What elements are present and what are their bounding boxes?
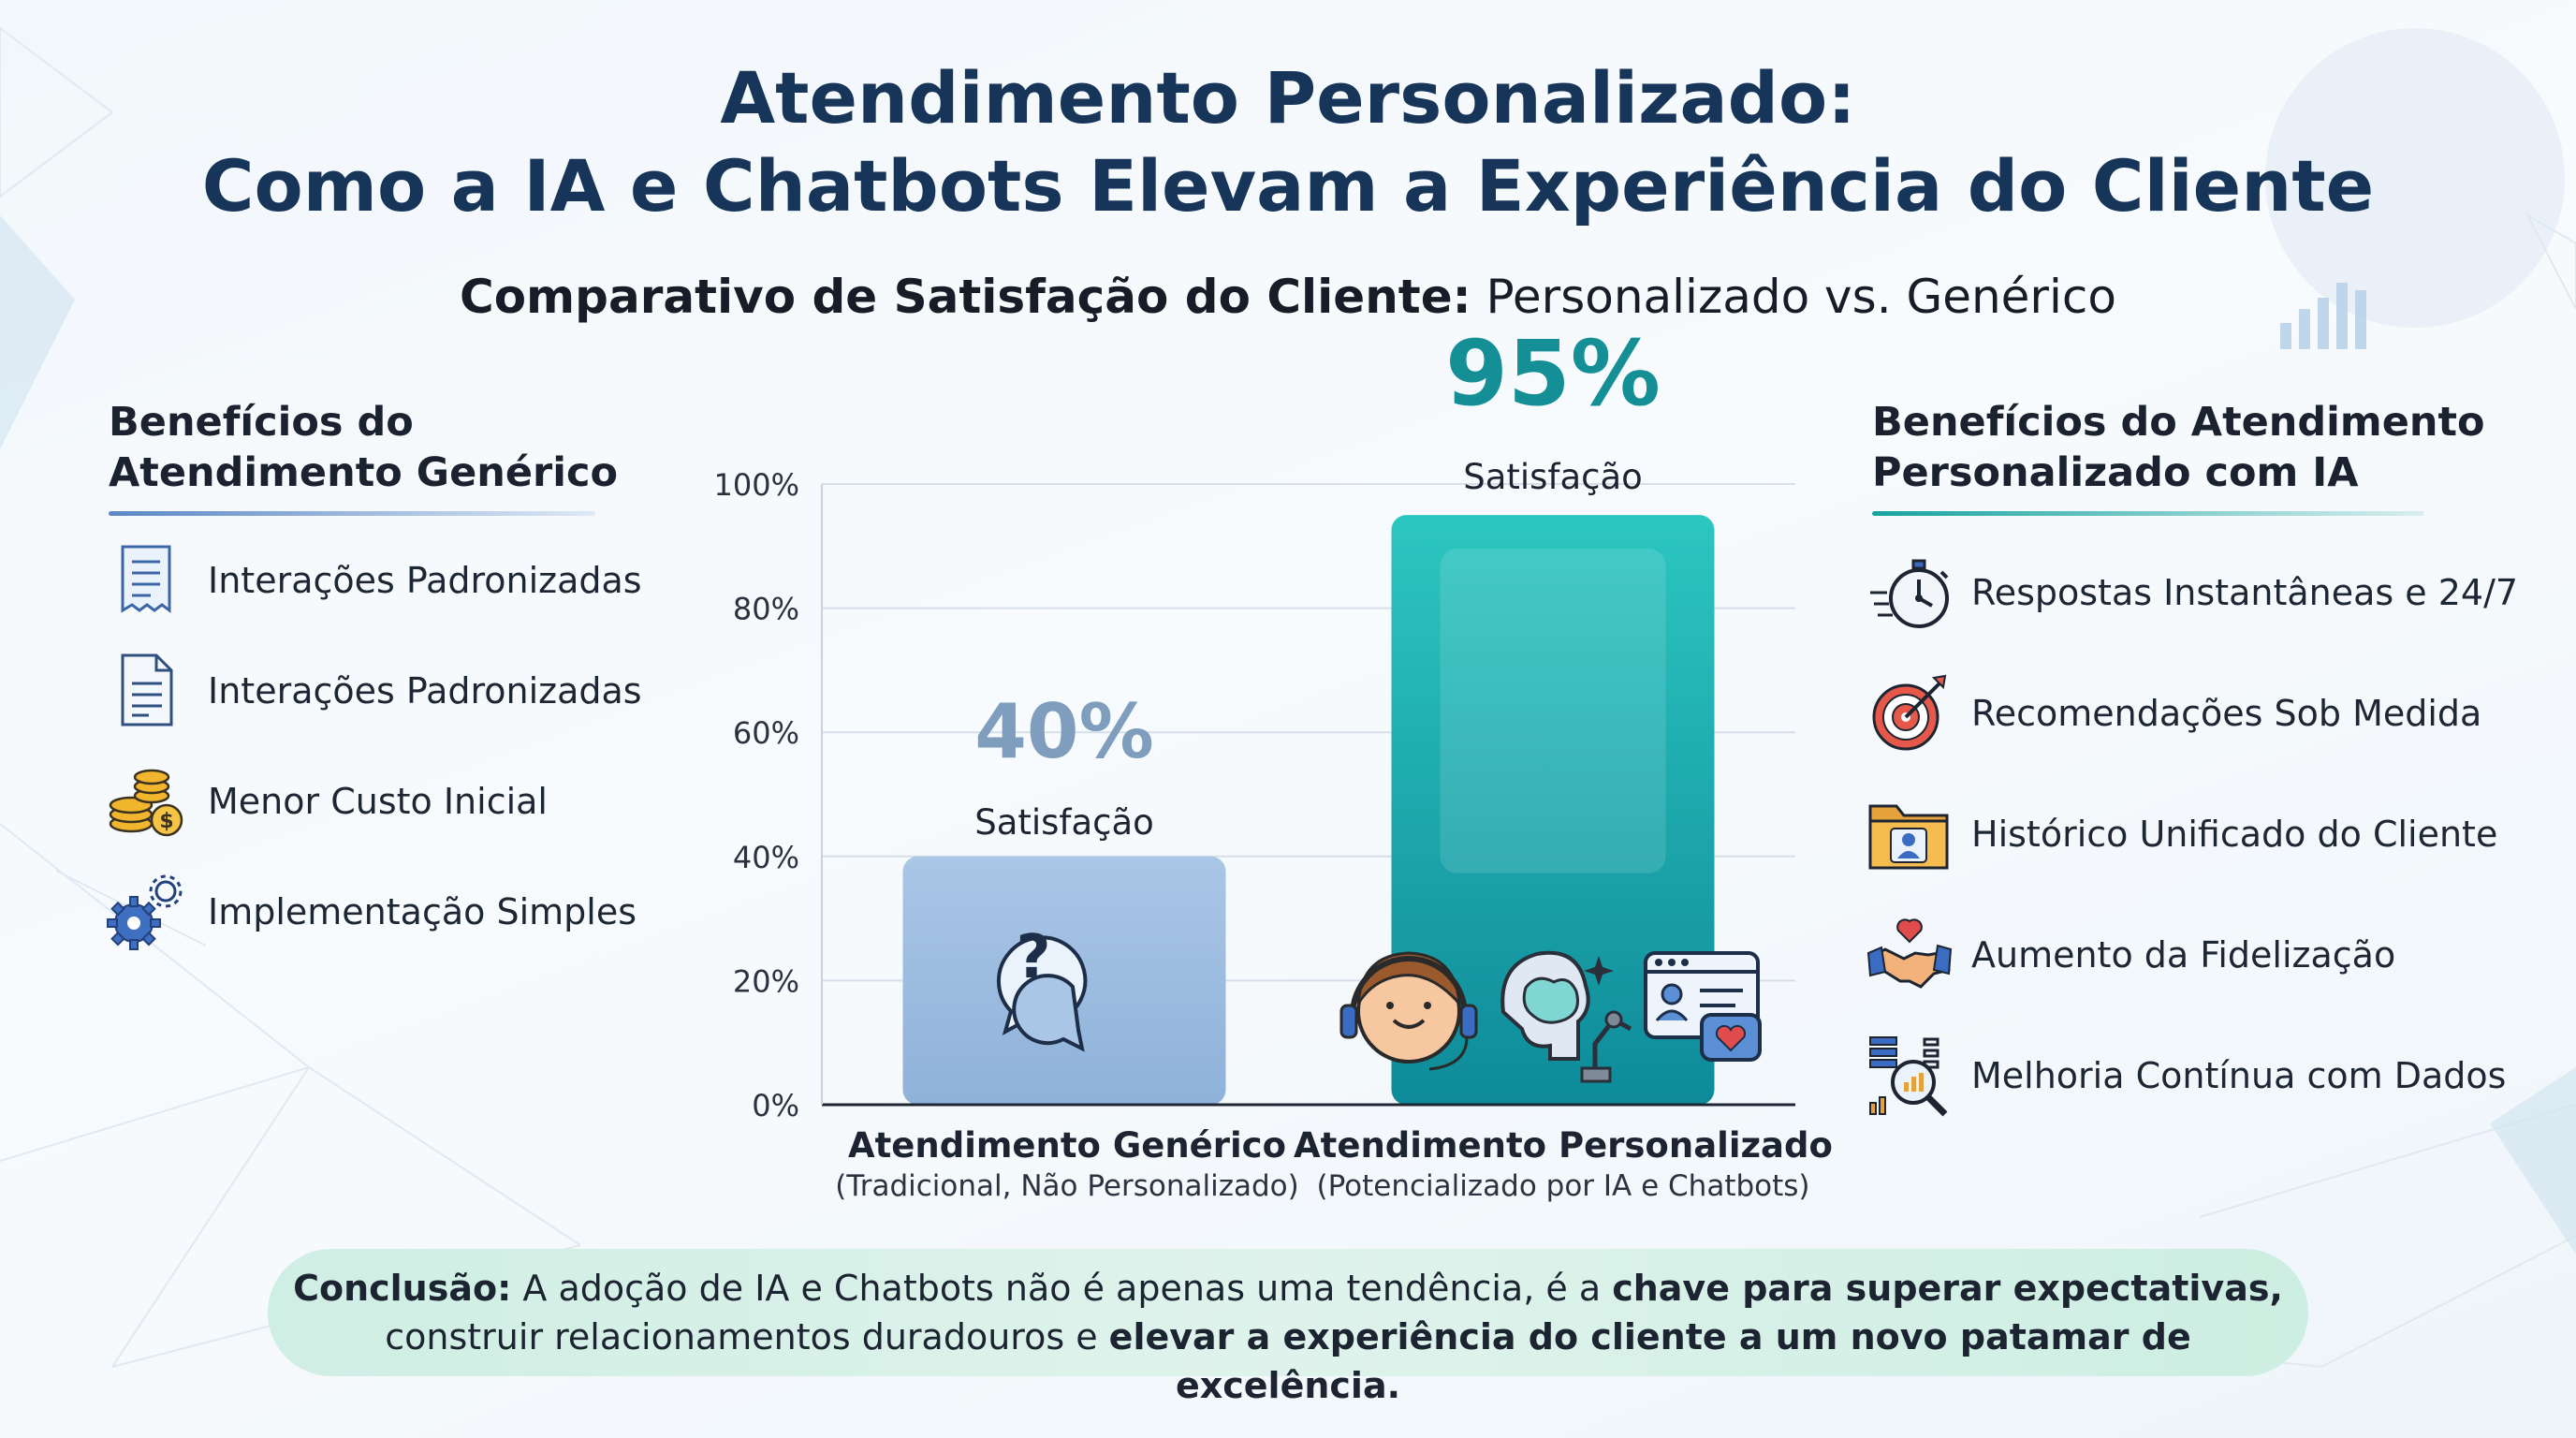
coins-icon: $ xyxy=(103,759,189,844)
right-list-item-label: Respostas Instantâneas e 24/7 xyxy=(1971,572,2519,613)
bar-value-caption: Satisfação xyxy=(1463,457,1643,497)
bar-value-caption: Satisfação xyxy=(974,802,1154,843)
title-line-1: Atendimento Personalizado: xyxy=(720,56,1856,139)
category-label-sub: (Tradicional, Não Personalizado) xyxy=(835,1169,1299,1203)
y-tick-label: 80% xyxy=(733,592,799,627)
left-list-item: Interações Padronizadas xyxy=(103,649,642,733)
right-list-item: Histórico Unificado do Cliente xyxy=(1866,792,2497,876)
ai-brain-robot-arm-icon xyxy=(1500,950,1632,1083)
data-analysis-icon xyxy=(1866,1034,1953,1118)
left-list-item: Interações Padronizadas xyxy=(103,538,642,623)
category-label-main: Atendimento Personalizado xyxy=(1294,1125,1833,1166)
subtitle-rest: Personalizado vs. Genérico xyxy=(1471,270,2116,324)
left-list-item: Implementação Simples xyxy=(103,870,637,954)
folder-user-icon xyxy=(1866,792,1953,876)
bar-highlight xyxy=(1440,549,1666,873)
category-label-generic: Atendimento Genérico (Tradicional, Não P… xyxy=(777,1125,1357,1203)
left-list-item-label: Interações Padronizadas xyxy=(208,560,642,601)
left-list-item-label: Implementação Simples xyxy=(208,891,637,932)
category-label-main: Atendimento Genérico xyxy=(847,1125,1287,1166)
chat-interface-heart-icon xyxy=(1644,951,1762,1062)
right-panel-title-line-2: Personalizado com IA xyxy=(1872,449,2359,496)
category-label-personalized: Atendimento Personalizado (Potencializad… xyxy=(1268,1125,1858,1203)
left-panel-divider xyxy=(109,511,595,516)
handshake-heart-icon xyxy=(1866,913,1953,997)
document-icon xyxy=(103,538,189,623)
conclusion-line-2: construir relacionamentos duradouros e e… xyxy=(268,1313,2308,1410)
svg-text:?: ? xyxy=(1016,923,1050,992)
right-list-item: Aumento da Fidelização xyxy=(1866,913,2395,997)
category-label-sub: (Potencializado por IA e Chatbots) xyxy=(1316,1169,1810,1203)
y-tick-label: 20% xyxy=(733,963,799,999)
target-icon xyxy=(1866,671,1953,756)
right-list-item: Respostas Instantâneas e 24/7 xyxy=(1866,550,2518,635)
y-tick-label: 0% xyxy=(752,1088,799,1123)
right-panel-title: Benefícios do Atendimento Personalizado … xyxy=(1872,397,2485,498)
right-list-item: Recomendações Sob Medida xyxy=(1866,671,2481,756)
bar-value-label: 40% xyxy=(974,688,1153,775)
left-panel-title-line-2: Atendimento Genérico xyxy=(109,449,618,496)
left-list-item-label: Interações Padronizadas xyxy=(208,670,642,712)
right-panel-divider xyxy=(1872,511,2424,516)
right-list-item-label: Aumento da Fidelização xyxy=(1971,934,2396,976)
left-list-item: $ Menor Custo Inicial xyxy=(103,759,548,844)
y-tick-label: 40% xyxy=(733,840,799,875)
page-title: Atendimento Personalizado: Como a IA e C… xyxy=(0,54,2576,230)
right-list-item-label: Histórico Unificado do Cliente xyxy=(1971,814,2498,855)
svg-text:$: $ xyxy=(159,810,173,833)
chart-bars xyxy=(902,515,1715,1105)
chart-subtitle: Comparativo de Satisfação do Cliente: Pe… xyxy=(0,270,2576,324)
right-list-item: Melhoria Contínua com Dados xyxy=(1866,1034,2506,1118)
right-list-item-label: Melhoria Contínua com Dados xyxy=(1971,1055,2507,1096)
gears-icon xyxy=(103,870,189,954)
conclusion-bold-3: elevar a experiência do cliente a um nov… xyxy=(1108,1316,2191,1406)
chart-value-labels: 40% Satisfação 95% Satisfação xyxy=(974,321,1661,843)
conclusion-bold-1: Conclusão: xyxy=(293,1268,512,1309)
left-panel-title: Benefícios do Atendimento Genérico xyxy=(109,397,618,498)
bar-value-label: 95% xyxy=(1445,321,1661,426)
conclusion-banner: Conclusão: A adoção de IA e Chatbots não… xyxy=(268,1249,2308,1406)
right-list-item-label: Recomendações Sob Medida xyxy=(1971,693,2482,734)
conclusion-bold-2: chave para superar expectativas, xyxy=(1612,1268,2283,1309)
y-tick-label: 100% xyxy=(714,467,799,503)
question-chat-icon: ? xyxy=(996,923,1088,1052)
conclusion-text-2: construir relacionamentos duradouros e xyxy=(385,1316,1109,1357)
conclusion-text-1: A adoção de IA e Chatbots não é apenas u… xyxy=(511,1268,1613,1309)
y-tick-label: 60% xyxy=(733,715,799,751)
stopwatch-icon xyxy=(1866,550,1953,635)
bar-personalized xyxy=(1391,515,1715,1105)
right-panel-title-line-1: Benefícios do Atendimento xyxy=(1872,399,2485,446)
subtitle-bold: Comparativo de Satisfação do Cliente: xyxy=(460,270,1471,324)
chart-y-tick-labels: 0% 20% 40% 60% 80% 100% xyxy=(714,467,799,1123)
document-icon xyxy=(103,649,189,733)
support-agent-icon xyxy=(1339,951,1478,1071)
left-panel-title-line-1: Benefícios do xyxy=(109,399,414,446)
bar-chart-decoration-icon xyxy=(2280,283,2366,349)
title-line-2: Como a IA e Chatbots Elevam a Experiênci… xyxy=(201,144,2375,227)
conclusion-line-1: Conclusão: A adoção de IA e Chatbots não… xyxy=(268,1264,2308,1313)
left-list-item-label: Menor Custo Inicial xyxy=(208,781,548,822)
